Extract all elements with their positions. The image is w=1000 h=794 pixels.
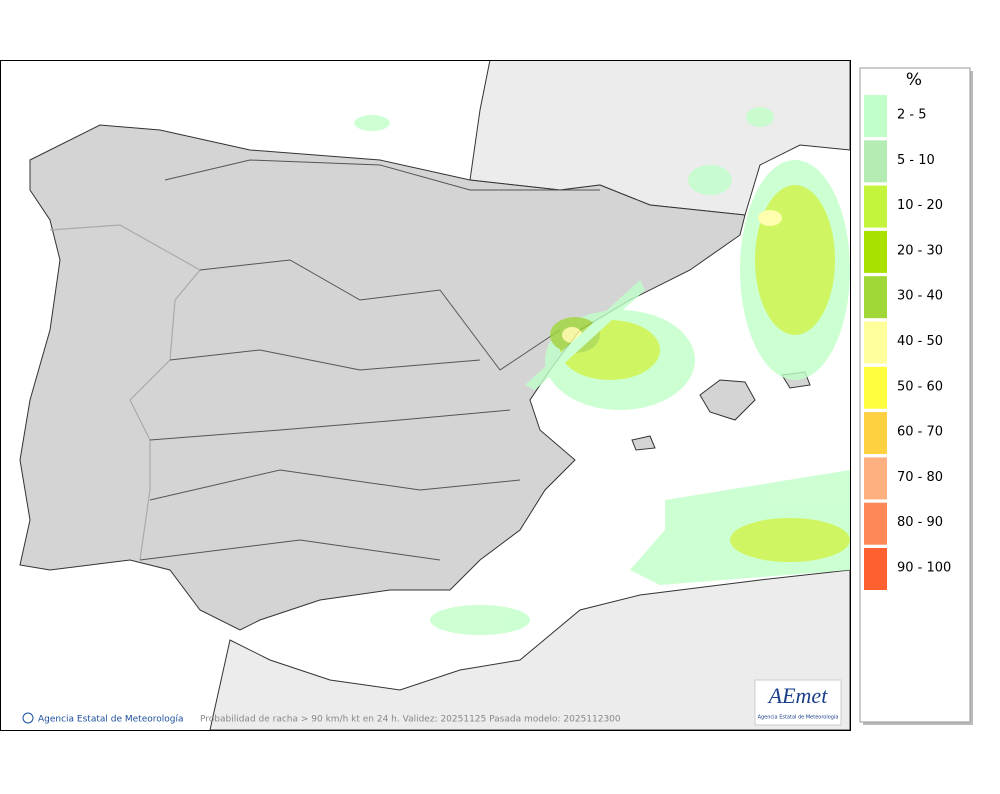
logo-subtitle: Agencia Estatal de Meteorología: [758, 714, 839, 721]
legend-swatch: [864, 366, 887, 409]
logo: AEmet: [767, 683, 829, 708]
legend-swatch: [864, 412, 887, 455]
legend-swatch: [864, 276, 887, 319]
legend-swatch: [864, 502, 887, 545]
region-borders: [139, 159, 600, 561]
legend-swatch: [864, 140, 887, 183]
legend-swatch: [864, 185, 887, 228]
legend-label: 30 - 40: [897, 289, 943, 304]
legend-swatch: [864, 457, 887, 500]
legend-label: 50 - 60: [897, 379, 943, 394]
probability-areas: [354, 107, 850, 635]
legend-label: 10 - 20: [897, 198, 943, 213]
legend-items: 2 - 5 5 - 10 10 - 20 20 - 30 30 - 40 40 - 50 5…: [864, 95, 951, 590]
legend-label: 5 - 10: [897, 153, 935, 168]
caption: Probabilidad de racha > 90 km/h kt en 24…: [200, 715, 621, 725]
legend-swatch: [864, 321, 887, 364]
logo-box: [754, 679, 842, 726]
credit: Agencia Estatal de Meteorología: [38, 715, 184, 725]
africa: [209, 569, 850, 730]
legend-label: 20 - 30: [897, 243, 943, 258]
legend-title: %: [906, 70, 922, 90]
legend-label: 2 - 5: [897, 108, 927, 123]
legend-label: 80 - 90: [897, 515, 943, 530]
map-frame: [0, 60, 851, 731]
legend-label: 90 - 100: [897, 561, 951, 576]
legend-swatch: [864, 548, 887, 590]
map: [1, 61, 850, 730]
legend-label: 60 - 70: [897, 425, 943, 440]
legend-swatch: [864, 95, 887, 137]
iberia: [19, 124, 746, 631]
legend-swatch: [864, 230, 887, 273]
legend-label: 40 - 50: [897, 334, 943, 349]
copyright-icon: [22, 712, 34, 724]
legend-label: 70 - 80: [897, 470, 943, 485]
